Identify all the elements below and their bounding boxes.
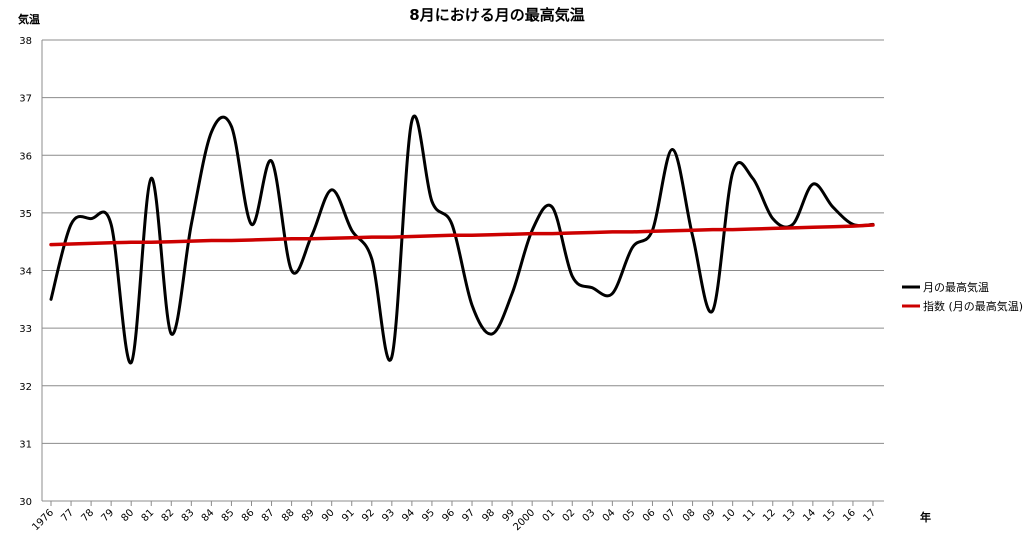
y-tick-label: 33 bbox=[19, 324, 32, 335]
x-tick-label: 13 bbox=[781, 507, 798, 524]
x-tick-label: 97 bbox=[460, 507, 477, 524]
x-tick-labels: 1976 77 78 79 80 81 82 83 84 85 86 87 88 89 90 91 92 93 94… bbox=[30, 501, 878, 533]
y-tick-label: 30 bbox=[19, 497, 32, 508]
x-tick-label: 14 bbox=[801, 507, 818, 524]
x-tick-label: 91 bbox=[340, 507, 357, 524]
x-tick-label: 06 bbox=[641, 507, 658, 524]
x-tick-label: 79 bbox=[99, 507, 116, 524]
y-tick-label: 34 bbox=[19, 267, 32, 278]
x-tick-label: 15 bbox=[821, 507, 838, 524]
x-tick-label: 96 bbox=[440, 507, 457, 524]
x-tick-label: 82 bbox=[160, 507, 177, 524]
x-tick-label: 77 bbox=[59, 507, 76, 524]
y-tick-label: 31 bbox=[19, 439, 32, 450]
x-tick-label: 90 bbox=[320, 507, 337, 524]
legend-label: 月の最高気温 bbox=[923, 280, 989, 294]
x-tick-label: 12 bbox=[761, 507, 778, 524]
x-tick-label: 86 bbox=[240, 507, 257, 524]
x-tick-label: 05 bbox=[621, 507, 638, 524]
y-tick-label: 32 bbox=[19, 382, 32, 393]
chart-title: 8月における月の最高気温 bbox=[409, 6, 584, 24]
x-tick-label: 09 bbox=[701, 507, 718, 524]
y-tick-label: 35 bbox=[19, 209, 32, 220]
y-tick-labels: 30 31 32 33 34 35 36 37 38 bbox=[19, 36, 32, 508]
series-line-1 bbox=[49, 114, 875, 365]
x-tick-label: 78 bbox=[79, 507, 96, 524]
x-tick-label: 16 bbox=[841, 507, 858, 524]
y-tick-label: 38 bbox=[19, 36, 32, 47]
x-tick-label: 02 bbox=[561, 507, 578, 524]
x-tick-label: 98 bbox=[480, 507, 497, 524]
x-tick-label: 93 bbox=[380, 507, 397, 524]
series-line-2 bbox=[49, 223, 875, 247]
y-axis-label: 気温 bbox=[18, 12, 40, 26]
x-tick-label: 83 bbox=[180, 507, 197, 524]
x-tick-label: 04 bbox=[601, 507, 618, 524]
x-tick-label: 87 bbox=[260, 507, 277, 524]
x-tick-label: 01 bbox=[541, 507, 558, 524]
x-tick-label: 92 bbox=[360, 507, 377, 524]
x-tick-label: 80 bbox=[120, 507, 137, 524]
x-tick-label: 88 bbox=[280, 507, 297, 524]
x-tick-label: 17 bbox=[861, 507, 878, 524]
x-tick-label: 07 bbox=[661, 507, 678, 524]
x-tick-label: 84 bbox=[200, 507, 217, 524]
x-tick-label: 1976 bbox=[30, 507, 56, 533]
x-tick-label: 2000 bbox=[512, 507, 538, 533]
y-tick-label: 37 bbox=[19, 94, 32, 105]
x-tick-label: 10 bbox=[721, 507, 738, 524]
x-axis-label: 年 bbox=[920, 510, 931, 524]
x-tick-label: 11 bbox=[741, 507, 758, 524]
x-tick-label: 89 bbox=[300, 507, 317, 524]
x-tick-label: 95 bbox=[420, 507, 437, 524]
x-tick-label: 81 bbox=[140, 507, 157, 524]
x-tick-label: 94 bbox=[400, 507, 417, 524]
series-lines bbox=[49, 114, 875, 365]
x-tick-label: 08 bbox=[681, 507, 698, 524]
x-tick-label: 85 bbox=[220, 507, 237, 524]
legend-label: 指数 (月の最高気温) bbox=[923, 299, 1023, 313]
y-tick-label: 36 bbox=[19, 151, 32, 162]
x-tick-label: 03 bbox=[581, 507, 598, 524]
